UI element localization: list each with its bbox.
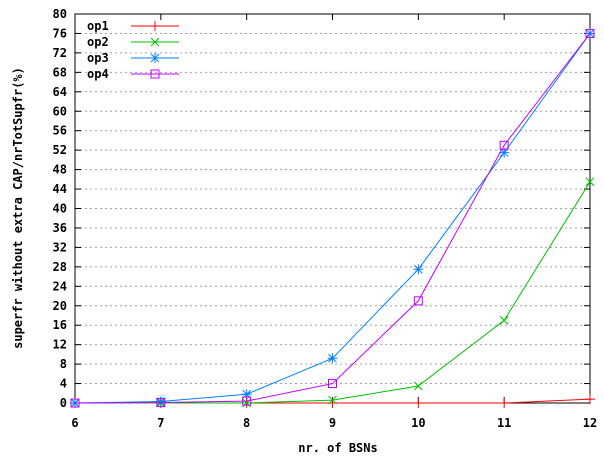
x-marker bbox=[328, 395, 337, 405]
star-marker bbox=[413, 264, 424, 275]
data-point bbox=[327, 353, 338, 364]
series-line-op2 bbox=[75, 181, 591, 404]
series-line-op3 bbox=[74, 33, 591, 404]
data-point bbox=[70, 398, 80, 408]
data-point bbox=[585, 394, 595, 405]
x-tick-label: 11 bbox=[497, 416, 511, 430]
y-tick-label: 44 bbox=[53, 182, 67, 196]
y-tick-label: 16 bbox=[53, 318, 67, 332]
legend-entry-op1: op1 bbox=[87, 19, 179, 33]
y-tick-label: 32 bbox=[53, 240, 67, 254]
series-op3 bbox=[70, 28, 595, 408]
y-tick-label: 24 bbox=[53, 279, 67, 293]
data-point bbox=[499, 140, 509, 150]
x-axis-label: nr. of BSNs bbox=[298, 441, 377, 455]
data-point bbox=[241, 389, 252, 400]
y-tick-label: 36 bbox=[53, 221, 67, 235]
square-marker bbox=[413, 296, 423, 306]
square-marker bbox=[156, 398, 166, 408]
data-point bbox=[156, 398, 166, 408]
data-point bbox=[328, 395, 337, 405]
data-point bbox=[499, 147, 510, 158]
square-marker bbox=[499, 140, 509, 150]
plot-frame bbox=[74, 13, 591, 404]
data-point bbox=[413, 398, 424, 408]
series-line-op4 bbox=[74, 33, 591, 404]
star-marker bbox=[241, 389, 252, 400]
y-tick-label: 60 bbox=[53, 104, 67, 118]
y-tick-label: 72 bbox=[53, 46, 67, 60]
star-marker bbox=[585, 28, 595, 39]
legend-label: op2 bbox=[87, 35, 109, 49]
legend: op1 op2 op3 op4 bbox=[87, 19, 179, 81]
x-tick-label: 12 bbox=[583, 416, 597, 430]
data-point bbox=[585, 28, 595, 38]
data-point bbox=[328, 379, 337, 389]
y-tick-label: 4 bbox=[60, 377, 67, 391]
x-marker bbox=[150, 37, 160, 47]
x-marker bbox=[499, 315, 509, 325]
x-tick-label: 9 bbox=[329, 416, 336, 430]
axes-layer: 0481216202428323640444852566064687276806… bbox=[53, 7, 598, 430]
square-marker bbox=[70, 398, 80, 408]
series-op4 bbox=[70, 28, 595, 408]
data-point bbox=[585, 28, 595, 39]
x-tick-label: 8 bbox=[243, 416, 250, 430]
series-op2 bbox=[70, 177, 595, 408]
y-tick-label: 0 bbox=[60, 396, 67, 410]
legend-entry-op3: op3 bbox=[87, 51, 179, 65]
y-tick-label: 8 bbox=[60, 357, 67, 371]
data-point bbox=[413, 381, 423, 391]
data-point bbox=[585, 177, 595, 187]
y-tick-label: 64 bbox=[53, 85, 67, 99]
plus-marker bbox=[585, 394, 595, 405]
square-marker bbox=[242, 396, 252, 406]
y-tick-label: 48 bbox=[53, 163, 67, 177]
x-marker bbox=[585, 177, 595, 187]
y-tick-label: 68 bbox=[53, 65, 67, 79]
grid-layer bbox=[75, 32, 590, 385]
plus-marker bbox=[499, 398, 510, 408]
legend-entry-op4: op4 bbox=[87, 67, 179, 81]
legend-label: op4 bbox=[87, 67, 109, 81]
y-tick-label: 20 bbox=[53, 299, 67, 313]
data-point bbox=[242, 396, 252, 406]
y-tick-label: 52 bbox=[53, 143, 67, 157]
data-point bbox=[413, 264, 424, 275]
data-point bbox=[413, 296, 423, 306]
plus-marker bbox=[413, 398, 424, 408]
data-point bbox=[499, 315, 509, 325]
legend-label: op1 bbox=[87, 19, 109, 33]
square-marker bbox=[585, 28, 595, 38]
star-marker bbox=[155, 396, 166, 407]
star-marker bbox=[150, 53, 160, 63]
series-op1 bbox=[70, 394, 595, 408]
y-tick-label: 28 bbox=[53, 260, 67, 274]
plus-marker bbox=[150, 21, 160, 31]
y-axis-label: superfr without extra CAP/nrTotSupfr(%) bbox=[11, 67, 25, 349]
y-tick-label: 56 bbox=[53, 124, 67, 138]
y-tick-label: 40 bbox=[53, 202, 67, 216]
data-point bbox=[155, 396, 166, 407]
star-marker bbox=[499, 147, 510, 158]
x-tick-label: 10 bbox=[411, 416, 425, 430]
square-marker bbox=[328, 379, 337, 389]
y-tick-label: 12 bbox=[53, 338, 67, 352]
legend-label: op3 bbox=[87, 51, 109, 65]
data-point bbox=[499, 398, 510, 408]
y-tick-label: 76 bbox=[53, 26, 67, 40]
x-tick-label: 7 bbox=[157, 416, 164, 430]
star-marker bbox=[327, 353, 338, 364]
x-marker bbox=[413, 381, 423, 391]
legend-entry-op2: op2 bbox=[87, 35, 179, 49]
series-layer bbox=[70, 28, 595, 408]
y-tick-label: 80 bbox=[53, 7, 67, 21]
x-tick-label: 6 bbox=[71, 416, 78, 430]
square-marker bbox=[150, 69, 160, 79]
